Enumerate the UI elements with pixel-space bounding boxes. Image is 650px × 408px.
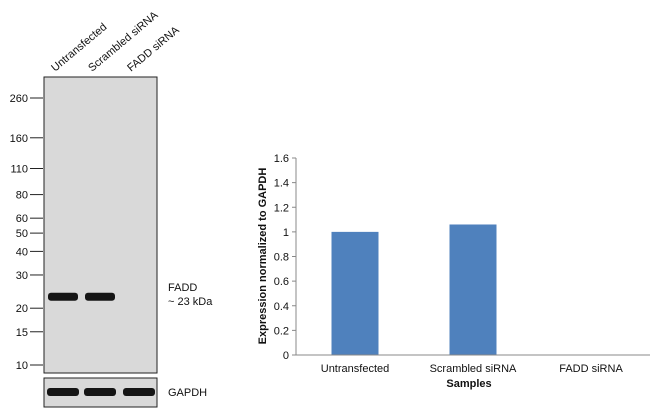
fadd-bands <box>48 292 115 301</box>
y-tick-label: 1.2 <box>274 202 289 214</box>
x-tick-label: Scrambled siRNA <box>430 363 517 375</box>
marker-label: 80 <box>16 190 28 202</box>
y-axis-title: Expression normalized to GAPDH <box>257 168 269 345</box>
marker-ladder: 260 160 110 80 60 50 40 30 20 15 10 <box>10 93 43 372</box>
fadd-size-label: ~ 23 kDa <box>168 296 213 308</box>
y-tick-label: 1.4 <box>274 178 289 190</box>
marker-label: 260 <box>10 93 28 105</box>
fadd-blot-membrane <box>43 76 158 374</box>
bar <box>449 224 497 355</box>
fadd-label: FADD <box>168 282 197 294</box>
y-tick-label: 0.8 <box>274 252 289 264</box>
lane-label: Scrambled siRNA <box>86 9 161 74</box>
gapdh-label: GAPDH <box>168 387 207 399</box>
x-tick-label: Untransfected <box>321 363 389 375</box>
y-tick-label: 0.2 <box>274 325 289 337</box>
marker-label: 15 <box>16 327 28 339</box>
y-tick-label: 0.6 <box>274 276 289 288</box>
y-tick-label: 1 <box>283 227 289 239</box>
bar <box>331 231 379 355</box>
marker-label: 30 <box>16 270 28 282</box>
gapdh-band <box>84 388 116 396</box>
bar-chart: 0 0.2 0.4 0.6 0.8 1 1.2 1.4 1.6 Untransfected Scr… <box>257 153 650 390</box>
marker-label: 160 <box>10 133 28 145</box>
y-axis-ticks: 0 0.2 0.4 0.6 0.8 1 1.2 1.4 1.6 <box>274 153 296 362</box>
x-axis-title: Samples <box>446 378 491 390</box>
fadd-band <box>85 292 115 301</box>
x-tick-label: FADD siRNA <box>559 363 623 375</box>
marker-label: 40 <box>16 246 28 258</box>
gapdh-band <box>123 388 155 396</box>
marker-label: 50 <box>16 228 28 240</box>
fadd-band <box>48 292 78 301</box>
gapdh-bands <box>47 388 155 396</box>
marker-label: 110 <box>10 163 28 175</box>
gapdh-band <box>47 388 79 396</box>
y-tick-label: 0 <box>283 350 289 362</box>
bars <box>331 224 497 355</box>
marker-label: 60 <box>16 213 28 225</box>
marker-label: 20 <box>16 303 28 315</box>
y-tick-label: 0.4 <box>274 301 289 313</box>
y-tick-label: 1.6 <box>274 153 289 165</box>
marker-label: 10 <box>16 360 28 372</box>
x-axis-tick-labels: Untransfected Scrambled siRNA FADD siRNA <box>321 363 624 375</box>
